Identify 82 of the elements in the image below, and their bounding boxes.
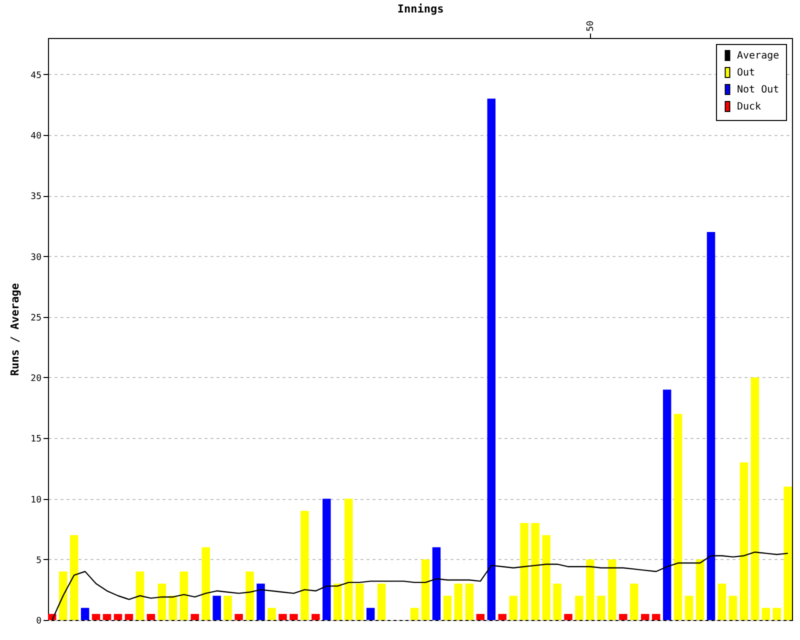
- bar: [322, 498, 331, 620]
- bar: [278, 614, 287, 620]
- bar: [575, 596, 584, 620]
- bar: [696, 559, 704, 620]
- y-tick-label: 5: [36, 556, 42, 566]
- y-tick-label: 10: [30, 495, 42, 506]
- bar: [652, 614, 660, 620]
- bar: [750, 378, 760, 620]
- bar: [762, 608, 770, 620]
- bar: [662, 390, 672, 620]
- bar: [728, 596, 738, 620]
- bar: [784, 486, 792, 620]
- bar: [224, 596, 232, 620]
- bar: [432, 547, 441, 620]
- y-tick-label: 0: [36, 616, 42, 626]
- bar: [619, 614, 628, 620]
- bar: [124, 614, 134, 620]
- bar: [476, 614, 485, 620]
- bar: [355, 584, 364, 620]
- bar: [212, 596, 221, 620]
- bar: [268, 608, 276, 620]
- bar: [520, 523, 528, 620]
- bar: [597, 596, 606, 620]
- y-tick-label: 25: [30, 313, 42, 324]
- bar: [608, 559, 616, 620]
- bar: [234, 614, 243, 620]
- bar: [630, 584, 638, 620]
- bar: [674, 414, 682, 620]
- bar: [684, 596, 694, 620]
- bar: [80, 608, 90, 620]
- bar: [92, 614, 100, 620]
- bar: [542, 535, 550, 620]
- bar: [641, 614, 650, 620]
- bar: [366, 608, 375, 620]
- y-tick-label: 20: [30, 374, 42, 384]
- bar: [70, 535, 78, 620]
- bar: [465, 584, 474, 620]
- bar: [290, 614, 298, 620]
- y-tick-label: 45: [30, 70, 42, 81]
- bar: [410, 608, 419, 620]
- bar: [190, 614, 199, 620]
- bar: [168, 596, 178, 620]
- y-tick-label: 40: [30, 132, 42, 142]
- bar: [114, 614, 122, 620]
- bar: [586, 559, 594, 620]
- legend-label: Not Out: [737, 84, 780, 96]
- bar: [256, 584, 265, 620]
- bar: [136, 572, 144, 620]
- bar: [718, 584, 726, 620]
- y-tick-label: 30: [30, 252, 42, 263]
- bar: [487, 98, 496, 620]
- bar: [146, 614, 156, 620]
- bar: [102, 614, 112, 620]
- x-tick-label: 50: [586, 20, 596, 32]
- bar: [202, 547, 210, 620]
- x-axis-title: Innings: [397, 2, 444, 16]
- bar: [706, 232, 716, 620]
- bar: [740, 462, 748, 620]
- bar: [443, 596, 452, 620]
- bar: [454, 584, 463, 620]
- bar: [564, 614, 572, 620]
- bar: [246, 572, 254, 620]
- bar: [509, 596, 518, 620]
- bar: [498, 614, 506, 620]
- bar: [180, 572, 188, 620]
- bar: [312, 614, 320, 620]
- y-tick-label: 15: [30, 434, 42, 445]
- bar: [531, 523, 540, 620]
- bar: [772, 608, 782, 620]
- y-axis-title: Runs / Average: [8, 282, 22, 376]
- bar: [158, 584, 166, 620]
- bar: [421, 559, 430, 620]
- bar: [553, 584, 562, 620]
- bar: [377, 584, 386, 620]
- legend-label: Duck: [737, 102, 762, 112]
- bar: [334, 584, 342, 620]
- legend-label: Average: [737, 50, 780, 62]
- bar: [300, 510, 309, 620]
- bar: [58, 572, 68, 620]
- y-tick-label: 35: [30, 192, 42, 202]
- legend-label: Out: [737, 68, 756, 78]
- bar: [344, 498, 353, 620]
